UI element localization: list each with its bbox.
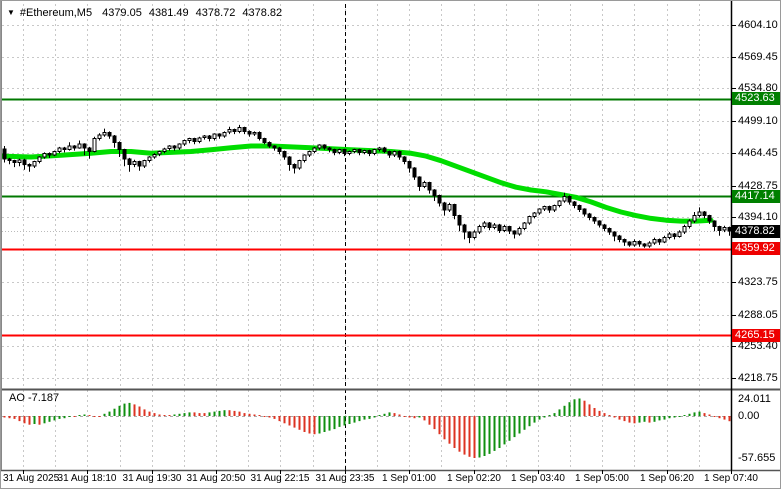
support-resistance-lines xyxy=(2,98,732,337)
quote-low: 4378.72 xyxy=(195,7,236,19)
price-axis-label: 4464.45 xyxy=(738,147,778,159)
price-axis-label: 4534.80 xyxy=(738,82,778,94)
ao-scale-label: -57.655 xyxy=(738,452,776,464)
ao-histogram xyxy=(3,398,731,458)
price-badge-bid: 4378.82 xyxy=(732,225,780,238)
grid xyxy=(2,4,732,470)
quote-close: 4378.82 xyxy=(242,7,283,19)
time-axis-label: 31 Aug 22:15 xyxy=(250,473,310,484)
price-axis-label: 4499.10 xyxy=(738,115,778,127)
time-axis-label: 31 Aug 2025 xyxy=(3,473,60,484)
time-axis-label: 31 Aug 18:10 xyxy=(57,473,117,484)
price-axis-label: 4569.45 xyxy=(738,51,778,63)
candlestick-series xyxy=(2,124,732,248)
price-badge-resistance: 4417.14 xyxy=(732,190,780,203)
symbol-dropdown-icon[interactable]: ▼ xyxy=(7,8,15,17)
price-axis-label: 4323.75 xyxy=(738,276,778,288)
price-axis-label: 4604.10 xyxy=(738,19,778,31)
time-axis-label: 1 Sep 01:00 xyxy=(382,473,436,484)
time-axis-label: 1 Sep 05:00 xyxy=(575,473,629,484)
quote-open: 4379.05 xyxy=(102,7,142,19)
time-axis-label: 31 Aug 19:30 xyxy=(122,473,182,484)
price-badge-support: 4359.92 xyxy=(732,242,780,255)
price-axis-label: 4394.10 xyxy=(738,211,778,223)
chart-ohlc-info: ▼ #Ethereum,M5 4379.05 4381.49 4378.72 4378.8… xyxy=(7,6,289,20)
axis-ticks xyxy=(23,25,736,474)
price-badge-support: 4265.15 xyxy=(732,329,780,342)
price-axis-label: 4428.75 xyxy=(738,180,778,192)
price-axis-label: 4288.05 xyxy=(738,309,778,321)
time-axis-label: 1 Sep 03:40 xyxy=(511,473,565,484)
indicator-value: -7.187 xyxy=(27,392,60,404)
ao-scale-label: 0.00 xyxy=(738,410,760,422)
time-axis-label: 1 Sep 02:20 xyxy=(447,473,501,484)
quote-high: 4381.49 xyxy=(148,7,189,19)
time-axis-label: 31 Aug 23:35 xyxy=(315,473,375,484)
price-badge-resistance: 4523.63 xyxy=(732,92,780,105)
panel-frame xyxy=(1,1,780,472)
price-axis-label: 4218.75 xyxy=(738,372,778,384)
symbol-label: #Ethereum,M5 xyxy=(19,7,93,19)
indicator-name: AO xyxy=(9,392,25,404)
ao-scale-label: 24.011 xyxy=(738,393,771,405)
time-axis-label: 31 Aug 20:50 xyxy=(186,473,246,484)
price-axis-label: 4253.40 xyxy=(738,340,778,352)
moving-average-line xyxy=(1,143,714,224)
indicator-label: AO -7.187 xyxy=(9,392,59,404)
time-axis-label: 1 Sep 07:40 xyxy=(704,473,758,484)
time-axis-label: 1 Sep 06:20 xyxy=(640,473,694,484)
